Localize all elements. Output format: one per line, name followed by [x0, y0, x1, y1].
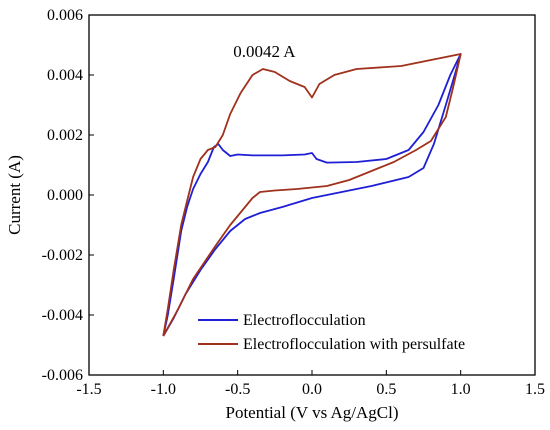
x-axis-title: Potential (V vs Ag/AgCl): [226, 403, 399, 422]
legend-label-electroflocculation-with-persulfate: Electroflocculation with persulfate: [243, 336, 465, 353]
y-tick-label: 0.006: [47, 7, 83, 24]
y-axis-ticks: -0.006 -0.004 -0.002 0.000 0.002 0.004 0.006: [42, 7, 94, 384]
y-tick-label: 0.000: [47, 187, 83, 204]
x-tick-label: -1.5: [76, 381, 101, 398]
peak-annotation: 0.0042 A: [233, 42, 296, 61]
legend: Electroflocculation Electroflocculation …: [198, 312, 465, 353]
x-tick-label: 1.0: [451, 381, 471, 398]
x-tick-label: -1.0: [151, 381, 176, 398]
y-tick-label: -0.006: [42, 367, 83, 384]
y-tick-label: -0.004: [42, 307, 83, 324]
x-tick-label: -0.5: [225, 381, 250, 398]
series-line-electroflocculation: [162, 53, 462, 337]
series-line-electroflocculation-with-persulfate: [162, 53, 462, 337]
legend-label-electroflocculation: Electroflocculation: [243, 312, 366, 329]
series-layer: [162, 53, 462, 337]
y-tick-label: 0.002: [47, 127, 83, 144]
x-tick-label: 0.0: [302, 381, 322, 398]
x-tick-label: 0.5: [376, 381, 396, 398]
y-tick-label: -0.002: [42, 247, 83, 264]
x-axis-ticks: -1.5 -1.0 -0.5 0.0 0.5 1.0 1.5: [76, 370, 545, 398]
x-tick-label: 1.5: [525, 381, 545, 398]
y-tick-label: 0.004: [47, 67, 83, 84]
y-axis-title: Current (A): [5, 155, 24, 235]
